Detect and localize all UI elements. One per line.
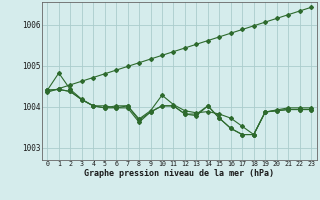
X-axis label: Graphe pression niveau de la mer (hPa): Graphe pression niveau de la mer (hPa) <box>84 169 274 178</box>
